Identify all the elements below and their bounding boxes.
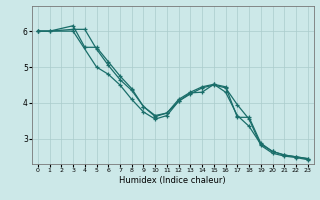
X-axis label: Humidex (Indice chaleur): Humidex (Indice chaleur) — [119, 176, 226, 185]
